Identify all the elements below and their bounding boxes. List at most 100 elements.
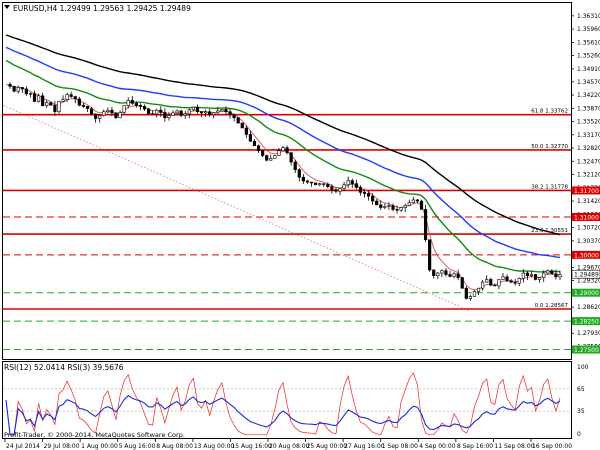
candle-body [159,109,163,113]
candle-body [309,181,314,184]
candle-body [460,277,464,289]
fibonacci-label: 61.8 1.33762 [531,109,568,115]
rsi-12-line [5,394,561,436]
candle-body [371,195,375,202]
candle-body [269,157,273,161]
price-tag-label: 1.28250 [574,319,599,326]
price-tag-box [572,345,600,354]
time-axis: 24 Jul 2014 29 Jul 08:00 1 Aug 00:00 5 Aug … [4,439,572,450]
candle-body [265,155,269,161]
candle-body [252,140,257,147]
candle-body [476,287,481,292]
time-axis-label: 8 Aug 08:00 [156,443,193,450]
rsi-panel-frame [2,361,572,439]
candle-body [122,105,126,113]
candle-body [179,110,183,116]
candle-body [456,273,460,278]
price-tag-label: 1.30000 [574,252,599,259]
candle-body [313,182,318,186]
candle-body [481,281,485,289]
candle-body [208,111,212,116]
fibonacci-label: 38.2 1.31778 [531,184,568,190]
price-axis-label: 1.33520 [577,119,600,126]
candle-body [98,115,102,119]
candle-body [293,161,297,170]
price-axis-label: 1.27930 [577,330,600,337]
candle-body [485,279,489,283]
rsi-axis-label: 0 [577,431,581,438]
candle-body [399,207,403,211]
candle-body [102,111,106,116]
price-axis-label: 1.34910 [577,66,600,73]
candlesticks [8,82,562,301]
price-tag-box [572,186,600,195]
candle-body [110,109,114,114]
candle-body [77,98,81,106]
time-axis-label: 25 Aug 00:00 [307,443,348,450]
time-axis-label: 20 Aug 08:00 [269,443,310,450]
candle-body [8,84,12,87]
moving-averages [5,34,561,291]
price-tag-box [572,317,600,326]
candle-body [24,88,28,95]
candle-body [501,276,505,280]
time-axis-label: 16 Sep 00:00 [532,443,572,450]
candle-body [285,147,289,153]
candle-body [175,110,179,114]
price-axis-label: 1.33870 [577,105,600,112]
candle-body [546,270,550,274]
candle-body [383,206,387,208]
candle-body [138,104,143,107]
time-axis-label: 15 Aug 16:00 [231,443,272,450]
rsi-3-line [5,372,561,436]
time-axis-label: 11 Sep 08:00 [494,443,534,450]
candle-body [85,106,90,109]
candle-body [244,127,248,135]
current-price-tag-label: 1.29489 [574,272,599,279]
candle-body [240,122,244,129]
candle-body [379,204,383,208]
candle-body [41,95,45,106]
rsi-panel: 100 65 35 0 [3,364,589,438]
copyright-text: Profit-Trader, © 2000-2014, MetaQuotes S… [4,431,185,439]
candle-body [342,184,346,189]
candle-body [387,205,391,207]
candle-body [61,99,65,102]
candle-body [521,272,525,279]
candle-body [220,109,224,112]
price-axis-label: 1.36310 [577,13,600,20]
rsi-header: RSI(12) 52.0414 RSI(3) 39.5676 [4,363,124,372]
candle-body [248,134,253,142]
price-tag-label: 1.29000 [574,290,599,297]
time-axis-label: 1 Aug 00:00 [81,443,118,450]
candle-body [533,274,538,280]
price-axis-label: 1.30720 [577,225,600,232]
candle-body [167,115,171,119]
price-tag-label: 1.31700 [574,188,599,195]
candle-body [32,93,37,102]
candle-body [81,104,85,107]
candle-body [489,279,493,286]
price-tag-label: 1.31000 [574,214,599,221]
candle-body [134,103,138,106]
candle-body [338,188,342,192]
candle-body [428,239,432,271]
candle-body [187,109,191,115]
price-tag-box [572,212,600,221]
candle-body [432,269,436,276]
candle-body [354,183,358,188]
candle-body [273,155,277,159]
candle-body [448,274,452,277]
fibonacci-label: 23.6 1.30551 [531,228,568,234]
price-axis-label: 1.34570 [577,79,600,86]
candle-body [236,117,240,124]
candle-body [118,112,122,119]
price-axis-label: 1.35260 [577,53,600,60]
candle-body [146,108,151,114]
candle-body [204,111,208,114]
candle-body [57,101,61,112]
time-axis-label: 24 Jul 2014 [6,443,40,450]
fibonacci-label: 50.0 1.32770 [531,144,568,150]
